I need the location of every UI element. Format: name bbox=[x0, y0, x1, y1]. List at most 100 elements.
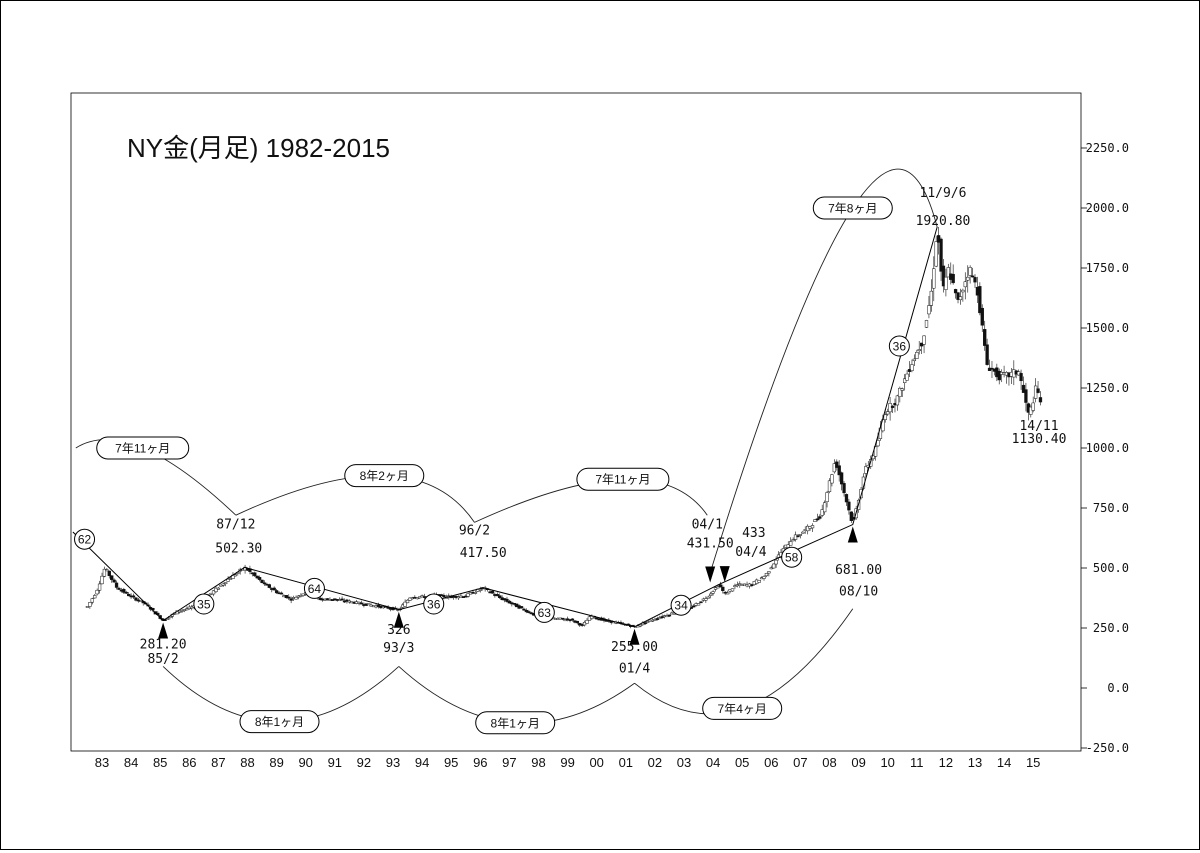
price-candle bbox=[272, 587, 276, 591]
x-axis-ticks: 83 84 85 86 87 88 89 90 91 92 93 94 95 96 97 98 99 00 01 02… bbox=[95, 755, 1041, 770]
price-candle bbox=[934, 241, 938, 267]
price-candle bbox=[561, 617, 565, 620]
x-tick-label: 97 bbox=[502, 755, 516, 770]
price-candle bbox=[636, 625, 640, 628]
price-candle bbox=[1019, 373, 1023, 382]
price-candle bbox=[917, 349, 921, 352]
price-candle bbox=[645, 621, 650, 623]
cycle-bubble bbox=[702, 696, 783, 720]
x-tick-label: 06 bbox=[764, 755, 778, 770]
x-tick-label: 12 bbox=[939, 755, 953, 770]
cycle-bubble bbox=[475, 711, 556, 735]
value-label: 255.00 bbox=[611, 640, 658, 655]
price-candle bbox=[1024, 389, 1028, 403]
price-candle bbox=[956, 292, 960, 300]
price-candle bbox=[97, 583, 102, 591]
price-candle bbox=[813, 519, 817, 522]
price-candle bbox=[1031, 402, 1035, 411]
price-candle bbox=[864, 466, 868, 474]
price-candle bbox=[963, 281, 967, 288]
price-candle bbox=[718, 584, 723, 588]
price-candle bbox=[873, 446, 878, 457]
cycle-label: 7年8ヶ月 bbox=[828, 202, 877, 216]
price-candle bbox=[527, 611, 531, 613]
y-tick-label: 2250.0 bbox=[1086, 141, 1129, 155]
price-candle bbox=[228, 578, 233, 580]
count-circle bbox=[888, 335, 910, 357]
low-arrow bbox=[847, 526, 858, 543]
price-candle bbox=[638, 624, 643, 627]
price-candle bbox=[827, 480, 832, 492]
price-candle bbox=[980, 307, 984, 326]
price-candle bbox=[102, 568, 107, 577]
price-candle bbox=[367, 603, 371, 606]
price-candle bbox=[716, 586, 720, 589]
price-candle bbox=[953, 289, 958, 294]
cycle-label: 8年1ヶ月 bbox=[255, 715, 304, 729]
x-tick-label: 00 bbox=[589, 755, 603, 770]
price-candle bbox=[898, 387, 902, 397]
price-candle bbox=[595, 617, 599, 620]
price-candle bbox=[117, 587, 121, 590]
price-candle bbox=[505, 598, 509, 602]
value-label: 96/2 bbox=[459, 523, 490, 538]
price-candle bbox=[524, 609, 529, 613]
y-tick-label: 1500.0 bbox=[1086, 321, 1129, 335]
price-candle bbox=[692, 605, 696, 608]
price-candle bbox=[789, 541, 793, 546]
x-tick-label: 83 bbox=[95, 755, 109, 770]
price-candle bbox=[839, 472, 844, 485]
price-candle bbox=[823, 502, 827, 513]
y-tick-label: 2000.0 bbox=[1086, 201, 1129, 215]
price-candle bbox=[284, 595, 288, 599]
annotations: 62 35 64 36 63 34 58 36 7年11ヶ月 8年2ヶ月 7年11ヶ月 7年8ヶ月 8年… bbox=[74, 186, 1067, 735]
x-tick-label: 04 bbox=[706, 755, 720, 770]
price-candle bbox=[820, 509, 824, 516]
trend-line bbox=[72, 226, 938, 628]
price-candle bbox=[301, 593, 305, 596]
price-candle bbox=[966, 276, 970, 281]
price-candle bbox=[100, 575, 104, 585]
x-tick-label: 88 bbox=[240, 755, 254, 770]
price-candle bbox=[112, 579, 116, 583]
price-candle bbox=[895, 395, 900, 406]
x-tick-label: 98 bbox=[531, 755, 545, 770]
value-label: 502.30 bbox=[215, 541, 262, 556]
price-candle bbox=[233, 574, 238, 577]
price-candle bbox=[405, 599, 410, 604]
y-tick-label: 0.0 bbox=[1107, 681, 1129, 695]
price-candle bbox=[970, 275, 975, 278]
price-candle bbox=[190, 606, 194, 609]
high-arrow bbox=[705, 566, 716, 583]
price-candle bbox=[274, 590, 279, 594]
price-candle bbox=[1029, 406, 1033, 415]
price-candle bbox=[890, 405, 895, 408]
price-candle bbox=[844, 494, 849, 503]
value-label: 433 bbox=[742, 526, 765, 541]
price-candle bbox=[279, 592, 284, 595]
price-candle bbox=[127, 593, 131, 597]
price-candle bbox=[903, 378, 907, 384]
price-candle bbox=[403, 601, 407, 607]
price-candle bbox=[910, 364, 914, 371]
price-candle bbox=[859, 489, 863, 499]
price-candle bbox=[466, 593, 470, 597]
x-tick-label: 01 bbox=[619, 755, 633, 770]
value-label: 1130.40 bbox=[1012, 432, 1067, 447]
value-label: 431.50 bbox=[687, 537, 734, 552]
x-tick-label: 89 bbox=[269, 755, 283, 770]
x-tick-label: 87 bbox=[211, 755, 225, 770]
price-candle bbox=[105, 569, 109, 572]
price-candle bbox=[643, 622, 647, 625]
price-candle bbox=[216, 587, 221, 590]
price-candle bbox=[764, 573, 769, 577]
price-candle bbox=[464, 595, 468, 598]
cycle-label: 8年1ヶ月 bbox=[491, 716, 540, 730]
price-candle bbox=[257, 577, 262, 580]
x-tick-label: 05 bbox=[735, 755, 749, 770]
count-label: 35 bbox=[197, 598, 211, 612]
price-candle bbox=[289, 598, 293, 601]
price-candle bbox=[886, 411, 890, 415]
price-candle bbox=[711, 591, 715, 594]
